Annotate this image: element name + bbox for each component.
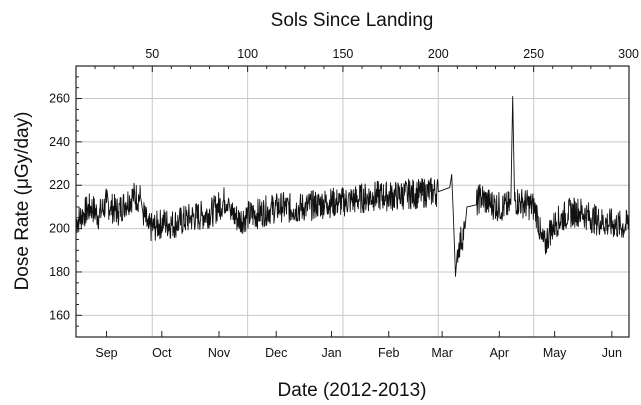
- month-tick-label: Sep: [95, 346, 117, 360]
- axis-ticks: [76, 66, 630, 337]
- y-tick-label: 260: [49, 92, 70, 106]
- month-tick-label: Dec: [265, 346, 287, 360]
- y-tick-label: 180: [49, 265, 70, 279]
- y-tick-label: 240: [49, 135, 70, 149]
- month-tick-label: Feb: [378, 346, 400, 360]
- month-tick-label: Nov: [208, 346, 231, 360]
- y-tick-label: 200: [49, 222, 70, 236]
- top-tick-label: 150: [333, 47, 354, 61]
- month-tick-label: Jun: [602, 346, 622, 360]
- month-tick-label: Apr: [490, 346, 509, 360]
- x-axis-title: Date (2012-2013): [278, 380, 427, 401]
- tick-labels: 160 180 200 220 240 260 50 100 150 200 250 300 Sep Oc…: [49, 47, 639, 360]
- y-tick-label: 160: [49, 308, 70, 322]
- plot-frame: [75, 65, 630, 338]
- top-tick-label: 300: [618, 47, 639, 61]
- top-tick-label: 250: [523, 47, 544, 61]
- y-tick-label: 220: [49, 178, 70, 192]
- dose-rate-series-line: [75, 95, 630, 277]
- month-tick-label: Mar: [431, 346, 453, 360]
- y-axis-title: Dose Rate (μGy/day): [12, 112, 33, 291]
- top-tick-label: 200: [428, 47, 449, 61]
- top-axis-title: Sols Since Landing: [271, 10, 434, 31]
- top-tick-label: 100: [237, 47, 258, 61]
- month-tick-label: Oct: [152, 346, 172, 360]
- top-tick-label: 50: [145, 47, 159, 61]
- month-tick-label: May: [543, 346, 567, 360]
- month-tick-label: Jan: [321, 346, 341, 360]
